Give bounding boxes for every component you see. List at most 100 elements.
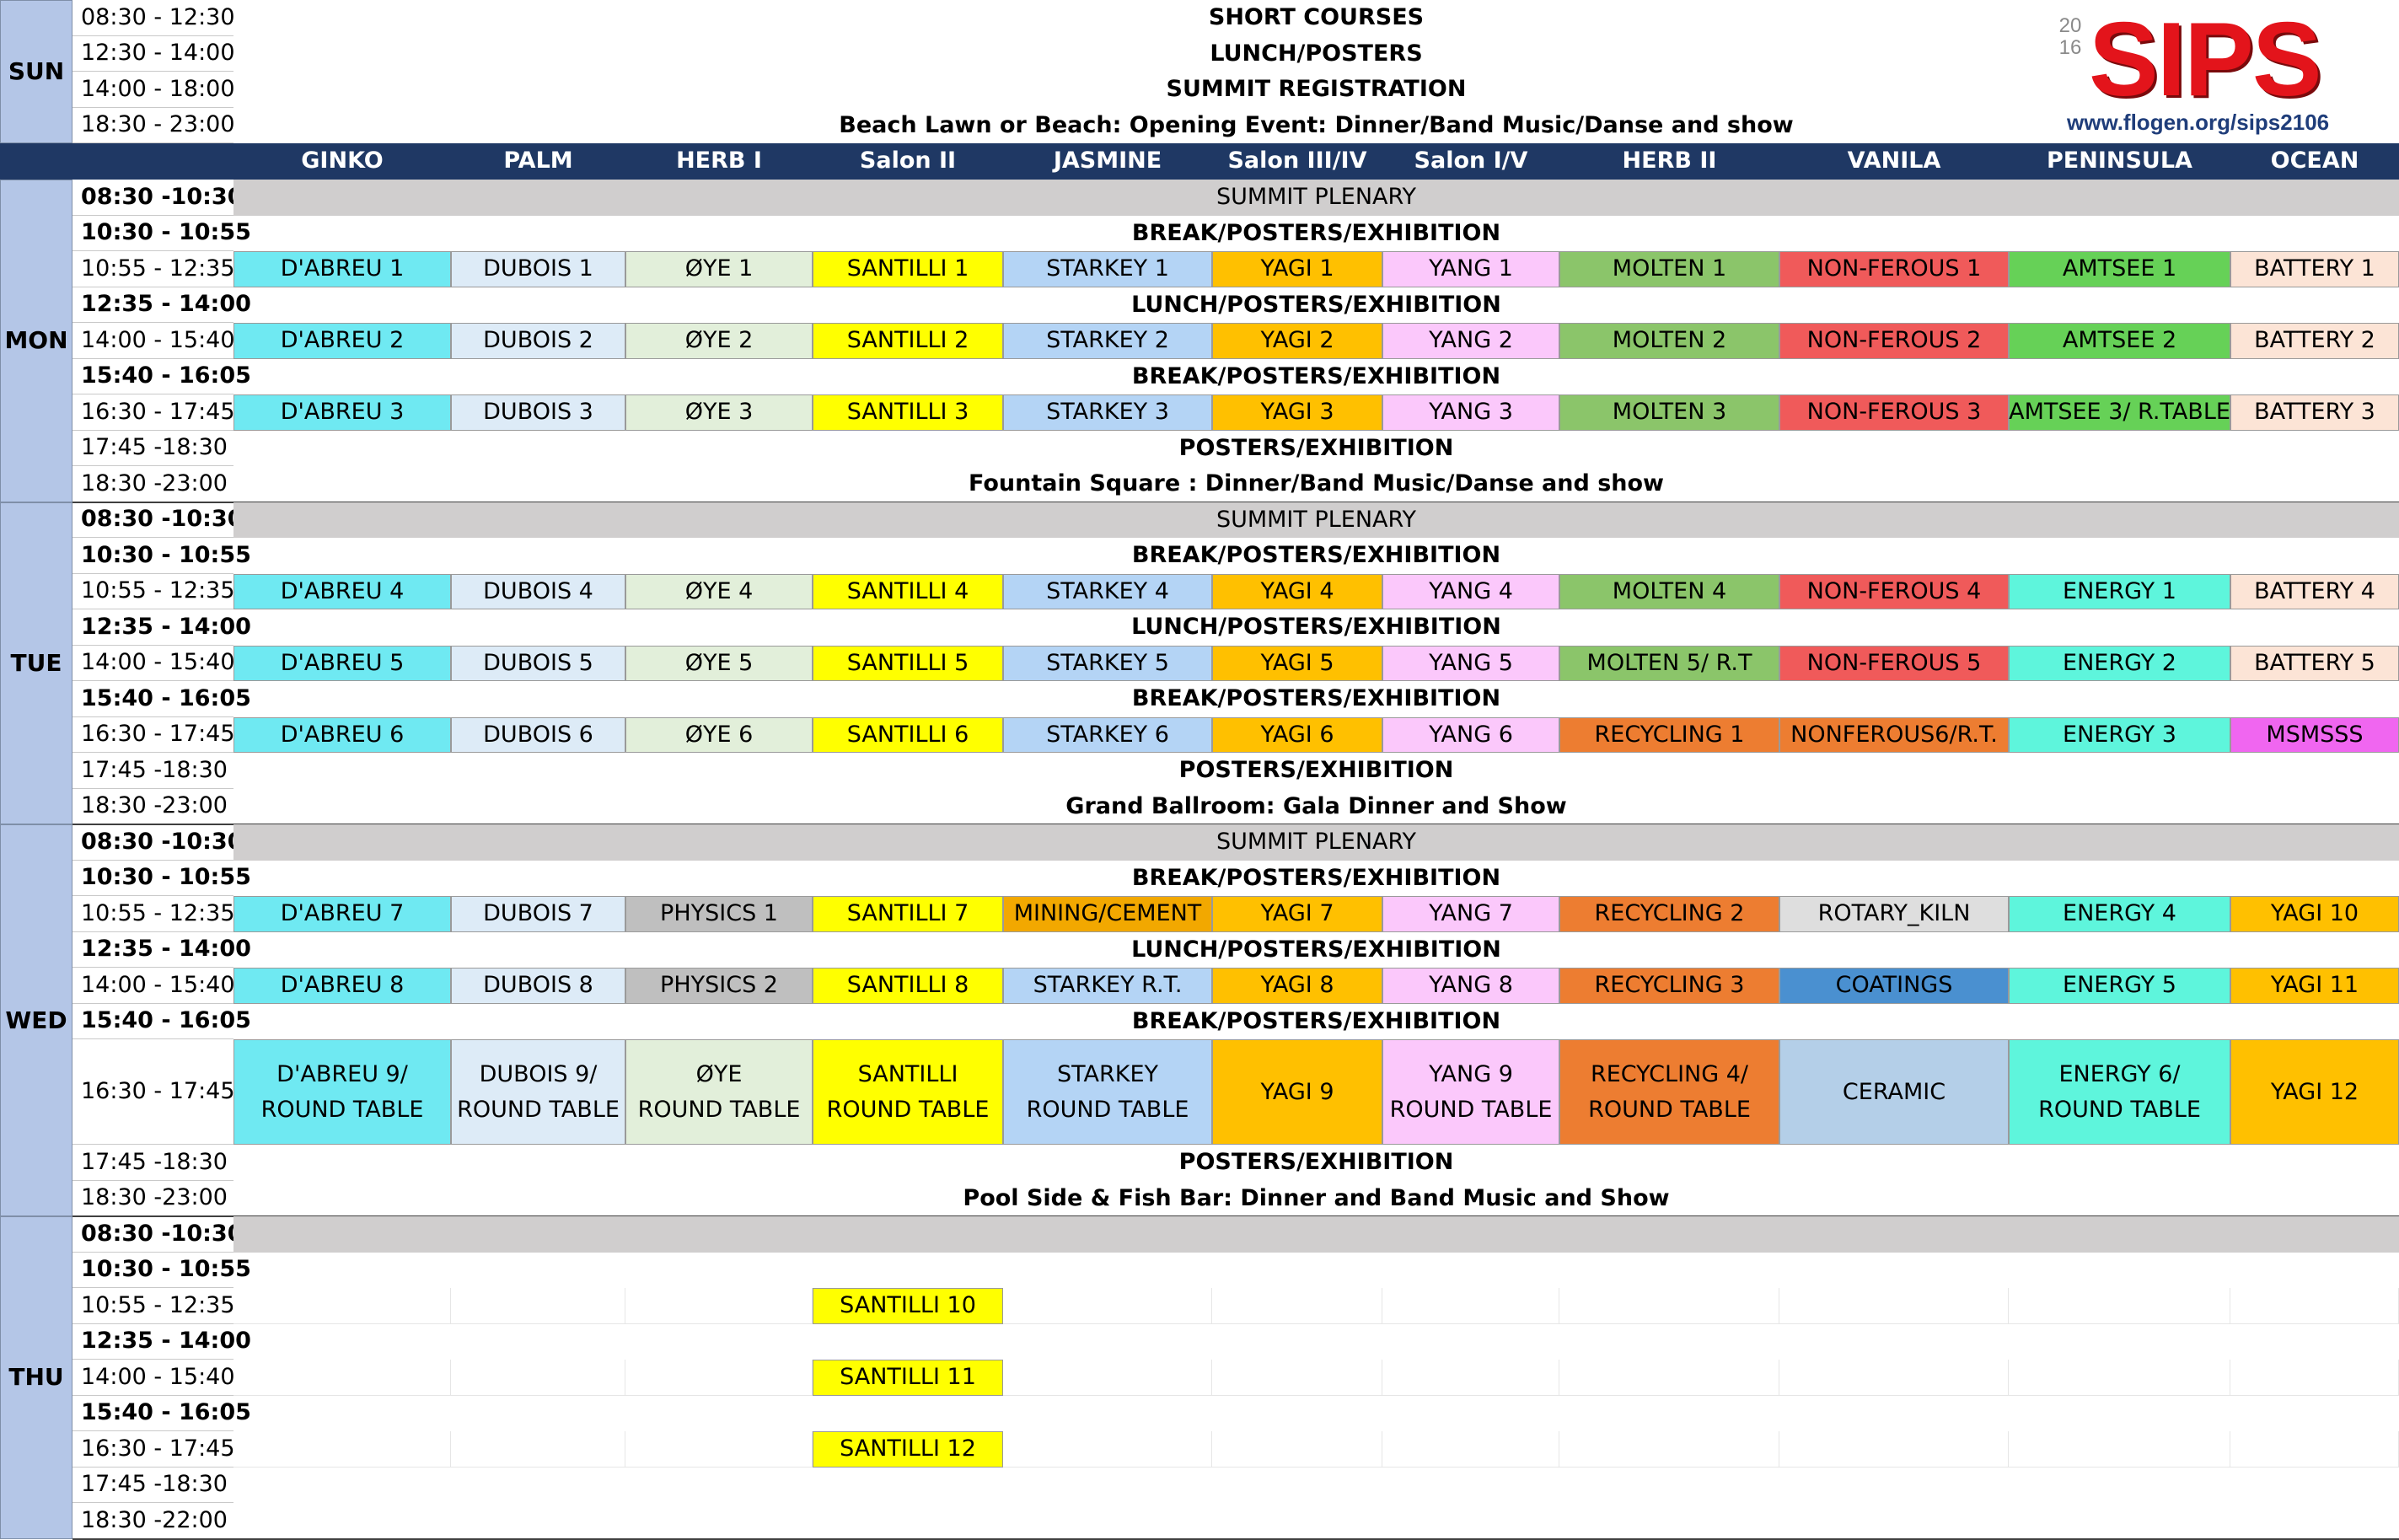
empty-cell <box>1382 1288 1559 1324</box>
empty-cell <box>2230 1360 2399 1396</box>
session-cell: PHYSICS 1 <box>625 896 813 932</box>
session-cell: D'ABREU 4 <box>233 573 451 609</box>
time-slot: 12:35 - 14:00 <box>72 932 251 968</box>
session-cell: MOLTEN 2 <box>1559 323 1779 359</box>
time-slot: 15:40 - 16:05 <box>72 1004 251 1039</box>
empty-cell <box>1212 1288 1382 1324</box>
time-slot: 12:35 - 14:00 <box>72 1324 251 1360</box>
empty-cell <box>2009 1288 2230 1324</box>
session-cell: RECYCLING 3 <box>1559 968 1779 1004</box>
session-cell: NON-FEROUS 1 <box>1779 251 2009 287</box>
session-cell: SANTILLI 6 <box>813 716 1003 753</box>
span-row <box>233 1396 2399 1432</box>
empty-cell <box>451 1288 625 1324</box>
session-cell: STARKEY 6 <box>1003 716 1212 753</box>
span-row: BREAK/POSTERS/EXHIBITION <box>1131 219 1501 246</box>
empty-cell <box>625 1288 813 1324</box>
session-cell: DUBOIS 9/ ROUND TABLE <box>451 1039 625 1145</box>
session-cell: YANG 9 ROUND TABLE <box>1382 1039 1559 1145</box>
session-cell: BATTERY 3 <box>2230 394 2399 431</box>
session-cell: AMTSEE 3/ R.TABLE <box>2009 394 2230 431</box>
empty-cell <box>1779 1431 2009 1468</box>
room-header: PENINSULA <box>2009 143 2230 180</box>
session-cell: ØYE 6 <box>625 716 813 753</box>
room-header: VANILA <box>1779 143 2009 180</box>
empty-cell <box>625 1431 813 1468</box>
session-cell: ØYE 3 <box>625 394 813 431</box>
session-cell: YANG 1 <box>1382 251 1559 287</box>
empty-cell <box>451 1360 625 1396</box>
time-slot: 18:30 -23:00 <box>72 789 233 824</box>
session-cell: STARKEY 4 <box>1003 573 1212 609</box>
session-cell: STARKEY ROUND TABLE <box>1003 1039 1212 1145</box>
session-cell: SANTILLI 10 <box>813 1288 1003 1324</box>
time-slot: 14:00 - 18:00 <box>72 72 235 108</box>
empty-cell <box>1382 1360 1559 1396</box>
session-cell: YANG 4 <box>1382 573 1559 609</box>
session-cell: DUBOIS 5 <box>451 645 625 681</box>
session-cell: D'ABREU 8 <box>233 968 451 1004</box>
session-cell: SANTILLI 8 <box>813 968 1003 1004</box>
empty-cell <box>625 1360 813 1396</box>
session-cell: MSMSSS <box>2230 716 2399 753</box>
time-slot: 18:30 -23:00 <box>72 1181 233 1216</box>
span-row <box>233 1216 2399 1253</box>
session-cell: AMTSEE 2 <box>2009 323 2230 359</box>
empty-cell <box>1559 1431 1779 1468</box>
session-cell: AMTSEE 1 <box>2009 251 2230 287</box>
span-row: SHORT COURSES <box>1208 4 1425 30</box>
session-cell: DUBOIS 1 <box>451 251 625 287</box>
session-cell: BATTERY 2 <box>2230 323 2399 359</box>
time-slot: 12:30 - 14:00 <box>72 36 235 72</box>
time-slot: 17:45 -18:30 <box>72 753 233 789</box>
session-cell: SANTILLI ROUND TABLE <box>813 1039 1003 1145</box>
span-row: BREAK/POSTERS/EXHIBITION <box>1131 542 1501 568</box>
session-cell: NONFEROUS6/R.T. <box>1779 716 2009 753</box>
empty-cell <box>2009 1431 2230 1468</box>
room-header: Salon I/V <box>1382 143 1559 180</box>
session-cell: SANTILLI 11 <box>813 1360 1003 1396</box>
empty-cell <box>2230 1288 2399 1324</box>
span-row <box>233 1324 2399 1360</box>
session-cell: YAGI 9 <box>1212 1039 1382 1145</box>
session-cell: ENERGY 2 <box>2009 645 2230 681</box>
room-header: HERB I <box>625 143 813 180</box>
span-row: BREAK/POSTERS/EXHIBITION <box>1131 1007 1501 1034</box>
room-header: PALM <box>451 143 625 180</box>
session-cell: D'ABREU 6 <box>233 716 451 753</box>
session-cell: STARKEY 2 <box>1003 323 1212 359</box>
session-cell: DUBOIS 2 <box>451 323 625 359</box>
room-header-spacer <box>0 143 233 180</box>
session-cell: D'ABREU 5 <box>233 645 451 681</box>
session-cell: ØYE 2 <box>625 323 813 359</box>
empty-cell <box>1212 1360 1382 1396</box>
time-slot: 14:00 - 15:40 <box>72 968 235 1004</box>
span-row: BREAK/POSTERS/EXHIBITION <box>1131 864 1501 891</box>
session-cell: DUBOIS 3 <box>451 394 625 431</box>
session-cell: RECYCLING 1 <box>1559 716 1779 753</box>
span-row: Beach Lawn or Beach: Opening Event: Dinn… <box>839 111 1794 138</box>
session-cell: D'ABREU 9/ ROUND TABLE <box>233 1039 451 1145</box>
time-slot: 16:30 - 17:45 <box>72 1039 235 1145</box>
session-cell: BATTERY 5 <box>2230 645 2399 681</box>
span-row: SUMMIT PLENARY <box>233 502 2399 538</box>
room-header: GINKO <box>233 143 451 180</box>
time-slot: 10:30 - 10:55 <box>72 1253 251 1288</box>
span-row: POSTERS/EXHIBITION <box>1178 757 1454 783</box>
session-cell: YANG 2 <box>1382 323 1559 359</box>
time-slot: 18:30 -23:00 <box>72 466 233 502</box>
day-label: SUN <box>0 0 72 143</box>
session-cell: SANTILLI 5 <box>813 645 1003 681</box>
logo-year: 2016 <box>2058 14 2082 59</box>
time-slot: 10:55 - 12:35 <box>72 574 235 609</box>
span-row: SUMMIT REGISTRATION <box>1166 76 1467 102</box>
time-slot: 08:30 - 12:30 <box>72 0 235 36</box>
time-slot: 18:30 - 23:00 <box>72 108 235 143</box>
time-slot: 10:55 - 12:35 <box>72 896 235 932</box>
time-slot: 14:00 - 15:40 <box>72 323 235 359</box>
session-cell: RECYCLING 4/ ROUND TABLE <box>1559 1039 1779 1145</box>
session-cell: STARKEY R.T. <box>1003 968 1212 1004</box>
span-row: Fountain Square : Dinner/Band Music/Dans… <box>968 470 1664 496</box>
empty-cell <box>2009 1360 2230 1396</box>
session-cell: ENERGY 5 <box>2009 968 2230 1004</box>
